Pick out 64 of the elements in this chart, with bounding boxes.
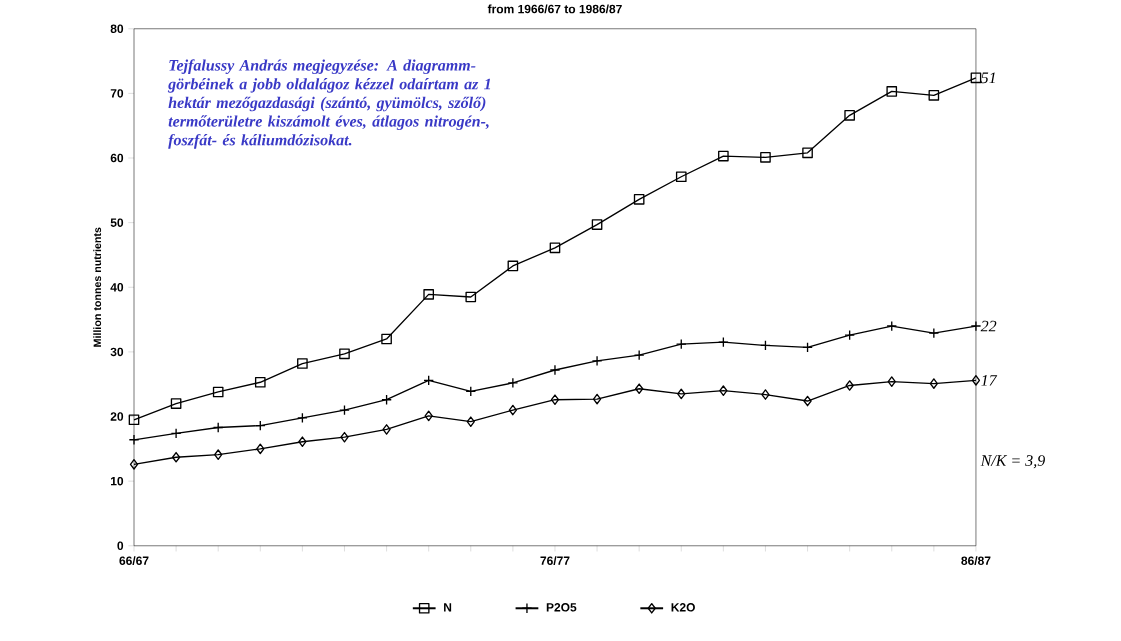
text: N/K = 3,9 xyxy=(980,455,1045,469)
point xyxy=(675,171,687,183)
point xyxy=(802,147,813,159)
point xyxy=(887,376,896,388)
point xyxy=(214,449,223,461)
y-tick-label: 30 xyxy=(110,347,124,357)
point xyxy=(381,333,392,345)
legend-label: K2O xyxy=(671,603,695,612)
point xyxy=(971,375,981,386)
legend-label: P2O5 xyxy=(546,603,577,612)
point xyxy=(170,398,182,410)
point xyxy=(507,260,519,272)
x-tick-label: 76/77 xyxy=(540,556,570,566)
point xyxy=(297,358,308,370)
annotation: 51 xyxy=(980,72,995,84)
point xyxy=(423,289,435,300)
point xyxy=(298,436,307,448)
point xyxy=(970,72,982,84)
point xyxy=(254,377,266,388)
y-tick-label: 10 xyxy=(111,477,124,486)
point xyxy=(212,386,224,398)
point xyxy=(928,90,940,101)
point xyxy=(886,86,898,97)
point xyxy=(128,414,140,426)
point xyxy=(635,383,644,395)
y-axis-title: Million tonnes nutrients xyxy=(93,227,102,347)
y-tick-label: 0 xyxy=(117,541,124,551)
point xyxy=(508,404,518,416)
point xyxy=(465,291,477,303)
point xyxy=(339,348,350,360)
y-tick-label: 50 xyxy=(110,218,124,228)
point xyxy=(340,432,349,443)
point xyxy=(677,388,686,400)
point xyxy=(803,395,812,407)
point xyxy=(256,443,265,455)
chart-title: from 1966/67 to 1986/87 xyxy=(487,4,622,14)
point xyxy=(129,459,139,470)
point xyxy=(424,410,433,422)
annotation: Tejfalussy András megjegyzése: A diagramm-görbéinek a jobb oldalágoz kézzel odaírtam az 1 hektár mezőgazdasági (szántó, gyümölcs, szőlő) termőterületre kiszámolt éves, átlagos nitrogén-, foszfát- és káliumdózisokat. xyxy=(167,59,491,149)
y-tick-label: 40 xyxy=(110,283,124,292)
y-tick-label: 80 xyxy=(110,24,124,34)
point xyxy=(760,152,771,163)
annotation: 22 xyxy=(980,320,997,332)
point xyxy=(550,394,560,406)
point xyxy=(718,150,729,162)
point xyxy=(633,194,645,205)
point xyxy=(761,389,770,401)
point xyxy=(549,242,561,254)
x-tick-label: 86/87 xyxy=(961,556,991,566)
point xyxy=(382,424,391,435)
point xyxy=(466,416,475,428)
point xyxy=(845,380,854,391)
point xyxy=(592,393,602,405)
y-tick-label: 20 xyxy=(110,412,124,421)
point xyxy=(171,452,181,463)
annotation: 17 xyxy=(981,375,998,386)
x-tick-label: 66/67 xyxy=(119,556,149,566)
y-tick-label: 70 xyxy=(110,89,124,98)
legend-label: N xyxy=(444,603,452,612)
point xyxy=(591,219,603,231)
point xyxy=(719,385,728,397)
point xyxy=(929,378,939,390)
point xyxy=(844,110,855,121)
y-tick-label: 60 xyxy=(110,153,124,163)
